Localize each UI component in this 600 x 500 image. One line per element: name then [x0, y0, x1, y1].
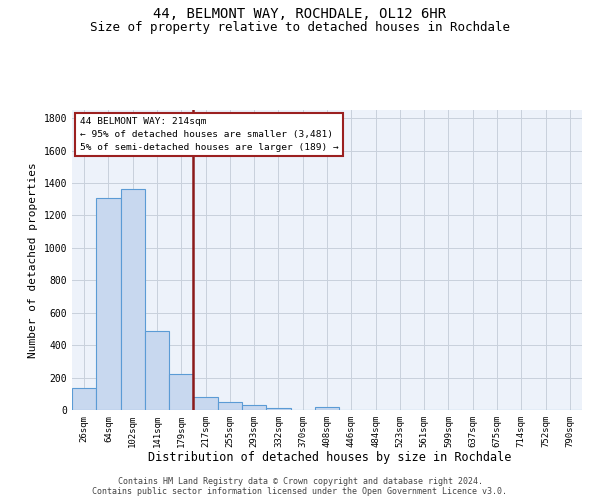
Text: Contains public sector information licensed under the Open Government Licence v3: Contains public sector information licen…	[92, 487, 508, 496]
Bar	[169, 374, 193, 410]
Bar	[72, 388, 96, 410]
Text: Contains HM Land Registry data © Crown copyright and database right 2024.: Contains HM Land Registry data © Crown c…	[118, 477, 482, 486]
Text: Size of property relative to detached houses in Rochdale: Size of property relative to detached ho…	[90, 21, 510, 34]
Bar	[121, 188, 145, 410]
Bar	[218, 402, 242, 410]
Text: 44, BELMONT WAY, ROCHDALE, OL12 6HR: 44, BELMONT WAY, ROCHDALE, OL12 6HR	[154, 8, 446, 22]
Bar	[266, 408, 290, 410]
Y-axis label: Number of detached properties: Number of detached properties	[28, 162, 38, 358]
Text: 44 BELMONT WAY: 214sqm
← 95% of detached houses are smaller (3,481)
5% of semi-d: 44 BELMONT WAY: 214sqm ← 95% of detached…	[80, 118, 338, 152]
Bar	[315, 407, 339, 410]
Bar	[145, 330, 169, 410]
Bar	[193, 397, 218, 410]
Bar	[96, 198, 121, 410]
Text: Distribution of detached houses by size in Rochdale: Distribution of detached houses by size …	[148, 451, 512, 464]
Bar	[242, 406, 266, 410]
